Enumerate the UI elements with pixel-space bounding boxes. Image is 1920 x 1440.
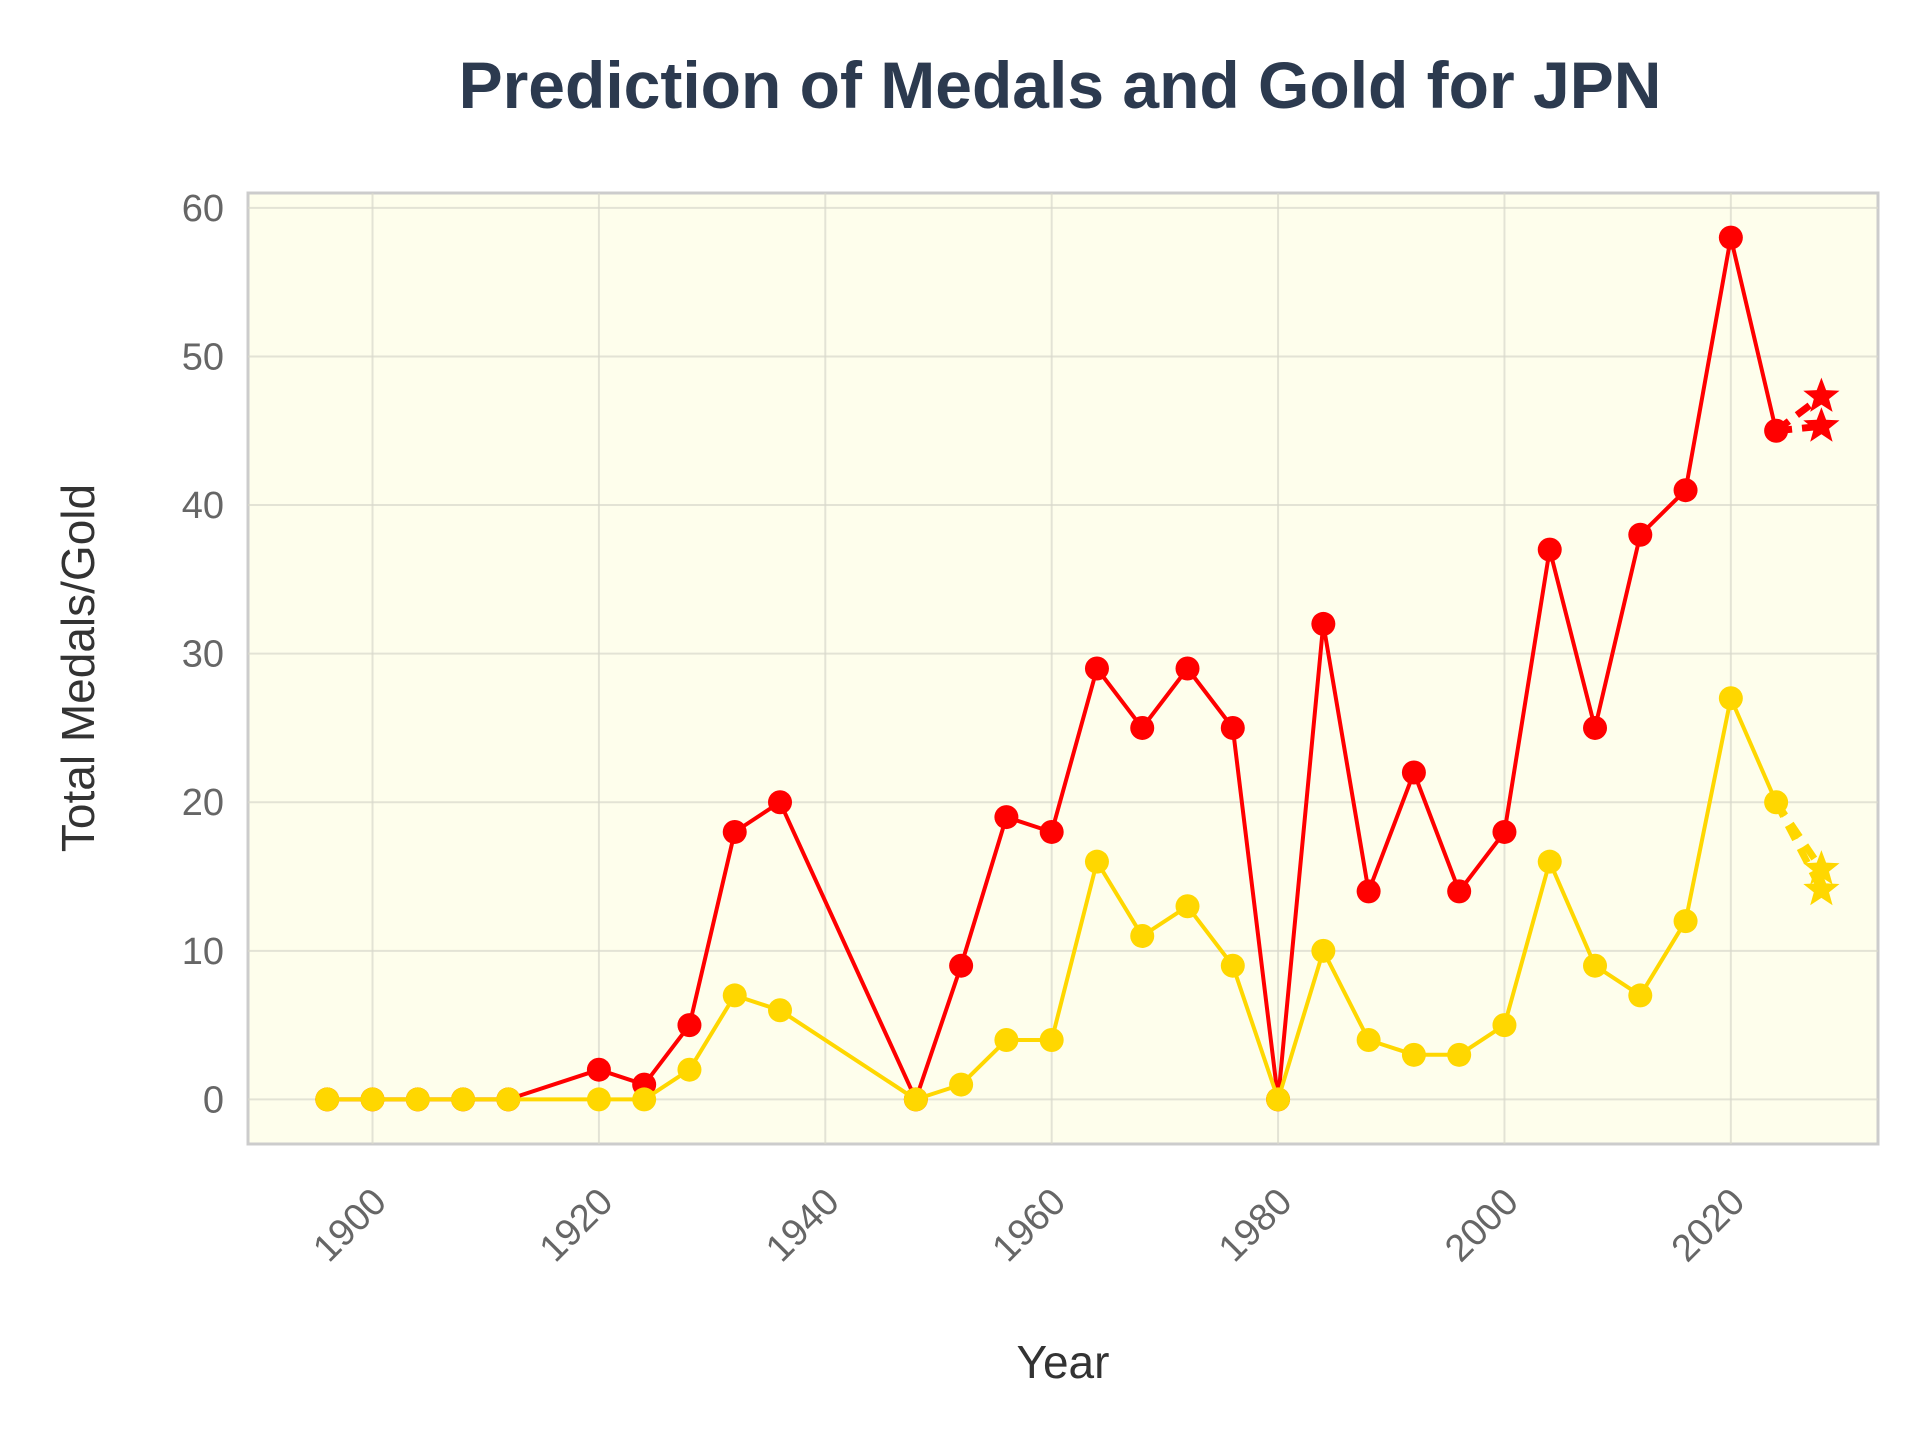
data-point — [994, 1027, 1019, 1052]
series-layer — [315, 225, 1840, 1112]
series-line — [327, 696, 1778, 1102]
data-point — [1356, 1027, 1381, 1052]
data-point — [1401, 1042, 1426, 1067]
prediction-2 — [1773, 800, 1840, 906]
y-axis-label: Total Medals/Gold — [52, 484, 104, 852]
data-point — [949, 1072, 974, 1097]
x-tick-label: 1920 — [532, 1181, 621, 1270]
data-point — [1673, 478, 1698, 503]
data-point — [632, 1087, 657, 1112]
prediction-star — [1803, 377, 1840, 412]
x-tick-label: 2020 — [1664, 1181, 1753, 1270]
prediction-line — [1773, 800, 1825, 872]
data-point — [1447, 879, 1472, 904]
data-point — [360, 1087, 385, 1112]
prediction-star — [1803, 870, 1840, 906]
data-point — [1039, 1027, 1064, 1052]
data-point — [903, 1087, 928, 1112]
data-point — [1718, 686, 1743, 711]
data-point — [586, 1057, 611, 1082]
data-point — [994, 805, 1019, 830]
x-tick-label: 2000 — [1437, 1181, 1526, 1270]
data-point — [1175, 894, 1200, 919]
y-tick-label: 0 — [203, 1079, 224, 1121]
data-point — [1084, 849, 1109, 874]
data-point — [1175, 656, 1200, 681]
data-point — [1220, 715, 1245, 740]
series-2 — [315, 686, 1789, 1112]
data-point — [1311, 938, 1336, 963]
x-axis-label: Year — [1017, 1336, 1110, 1388]
y-tick-label: 40 — [182, 485, 224, 527]
x-tick-label: 1900 — [305, 1181, 394, 1270]
data-point — [1673, 909, 1698, 934]
data-point — [677, 1057, 702, 1082]
data-point — [677, 1013, 702, 1038]
data-point — [1039, 819, 1064, 844]
x-tick-label: 1960 — [985, 1181, 1074, 1270]
data-point — [1492, 819, 1517, 844]
data-point — [722, 983, 747, 1008]
data-point — [1628, 983, 1653, 1008]
data-point — [1628, 522, 1653, 547]
data-point — [315, 1087, 340, 1112]
data-point — [1583, 953, 1608, 978]
data-point — [1537, 849, 1562, 874]
data-point — [1084, 656, 1109, 681]
data-point — [1447, 1042, 1472, 1067]
data-point — [405, 1087, 430, 1112]
y-tick-label: 60 — [182, 188, 224, 230]
prediction-star — [1803, 407, 1840, 442]
data-point — [496, 1087, 521, 1112]
data-point — [1401, 760, 1426, 785]
x-tick-label: 1980 — [1211, 1181, 1300, 1270]
plot-area — [246, 191, 1880, 1146]
prediction-1 — [1774, 377, 1840, 442]
data-point — [949, 953, 974, 978]
chart-title: Prediction of Medals and Gold for JPN — [459, 48, 1662, 122]
data-point — [1311, 611, 1336, 636]
data-point — [451, 1087, 476, 1112]
data-point — [768, 998, 793, 1023]
y-tick-label: 30 — [182, 634, 224, 676]
grid — [248, 193, 1878, 1144]
data-point — [1130, 923, 1155, 948]
data-point — [1583, 715, 1608, 740]
data-point — [586, 1087, 611, 1112]
data-point — [722, 819, 747, 844]
data-point — [768, 790, 793, 815]
prediction-star — [1803, 850, 1840, 885]
y-tick-label: 50 — [182, 336, 224, 378]
data-point — [1220, 953, 1245, 978]
data-point — [1130, 715, 1155, 740]
y-tick-label: 10 — [182, 931, 224, 973]
series-line — [327, 235, 1779, 1102]
data-point — [1718, 225, 1743, 250]
prediction-line — [1774, 393, 1824, 434]
data-point — [1537, 537, 1562, 562]
data-point — [1356, 879, 1381, 904]
data-point — [1492, 1013, 1517, 1038]
x-tick-label: 1940 — [758, 1181, 847, 1270]
data-point — [1266, 1087, 1291, 1112]
y-tick-label: 20 — [182, 782, 224, 824]
